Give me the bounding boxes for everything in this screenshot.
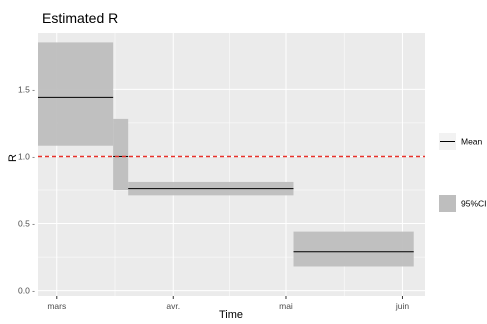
legend-ci-swatch — [439, 195, 456, 212]
ci-band — [293, 232, 413, 267]
chart-title: Estimated R — [42, 10, 118, 26]
y-tick-label: 0.0 - — [18, 286, 35, 296]
x-tick-label: mars — [47, 301, 66, 311]
legend-label: 95%CI — [461, 199, 487, 209]
ci-band — [113, 119, 128, 190]
y-axis-ticks: 0.0 - 0.5 - 1.0 - 1.5 - — [18, 84, 35, 295]
y-tick-label: 1.5 - — [18, 84, 35, 94]
x-tick-label: mai — [279, 301, 293, 311]
x-tick-label: juin — [395, 301, 410, 311]
x-tick-label: avr. — [166, 301, 180, 311]
ci-band — [38, 42, 113, 145]
legend-label: Mean — [461, 137, 483, 147]
y-tick-label: 1.0 - — [18, 151, 35, 161]
x-axis-title: Time — [219, 309, 243, 321]
y-axis-title: R — [7, 154, 19, 162]
legend: Mean 95%CI — [439, 133, 487, 212]
y-tick-label: 0.5 - — [18, 219, 35, 229]
